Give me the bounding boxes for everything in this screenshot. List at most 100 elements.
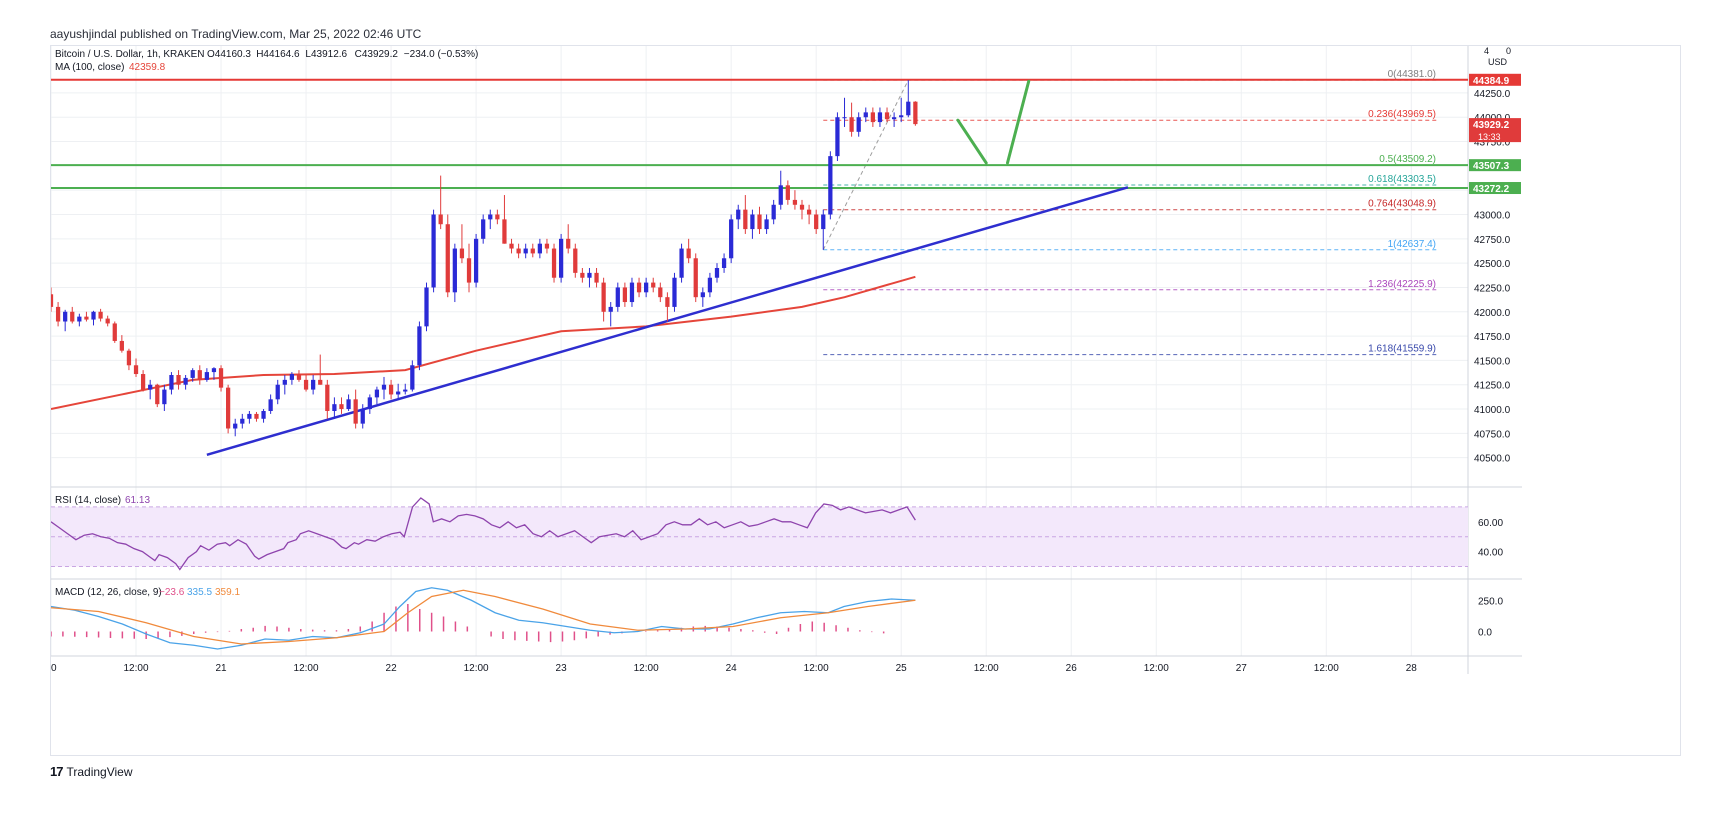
- candle-body: [240, 418, 245, 424]
- candle-body: [686, 248, 691, 259]
- candle: [424, 282, 429, 332]
- candle-body: [488, 214, 493, 220]
- time-tick-label: 12:00: [804, 663, 829, 674]
- candle: [218, 365, 224, 392]
- time-tick-label: 12:00: [464, 663, 489, 674]
- candle: [346, 394, 351, 411]
- candle: [587, 268, 592, 288]
- fib-level-label: 0(44381.0): [1388, 69, 1436, 80]
- candle: [891, 112, 897, 127]
- candle: [622, 282, 628, 307]
- candle-body: [700, 292, 705, 298]
- candle: [707, 272, 713, 298]
- time-tick-label: 23: [556, 663, 568, 674]
- candle: [792, 190, 798, 210]
- candle: [750, 209, 755, 239]
- candle: [84, 311, 89, 322]
- candle-body: [51, 294, 54, 307]
- price-tick-label: 43750.0: [1474, 138, 1511, 149]
- candle-body: [587, 272, 592, 278]
- candle: [311, 375, 316, 395]
- candle-body: [509, 243, 514, 249]
- candle-body: [417, 326, 422, 366]
- candle: [211, 367, 217, 380]
- candle-body: [594, 272, 599, 283]
- candle: [828, 151, 833, 220]
- candle: [693, 253, 698, 303]
- candle: [672, 272, 677, 312]
- candle: [906, 80, 911, 118]
- candle-body: [658, 287, 663, 298]
- candle-body: [523, 248, 528, 254]
- candle: [651, 277, 656, 293]
- candle-body: [63, 311, 68, 322]
- candle: [899, 97, 904, 123]
- candle: [743, 195, 748, 234]
- candle: [225, 384, 231, 434]
- publisher-line: aayushjindal published on TradingView.co…: [50, 27, 422, 41]
- candle: [558, 233, 564, 283]
- candle-body: [764, 219, 769, 230]
- candle-body: [289, 374, 295, 380]
- price-tick-label: 41500.0: [1474, 356, 1511, 367]
- candle-body: [140, 374, 146, 390]
- price-tick-label: 42000.0: [1474, 308, 1511, 319]
- candle-body: [856, 117, 861, 132]
- candle-body: [913, 101, 918, 125]
- candle: [644, 277, 649, 298]
- candle-body: [218, 368, 224, 388]
- ohlc-value: L43912.6: [305, 49, 347, 60]
- candle-body: [551, 248, 557, 278]
- candle: [190, 368, 195, 382]
- candle: [247, 410, 252, 424]
- candle: [98, 308, 103, 322]
- candle-body: [332, 404, 337, 411]
- candle-body: [707, 277, 713, 293]
- candle-body: [608, 306, 613, 312]
- candle-body: [204, 372, 209, 380]
- forecast-arrow-up: [1005, 79, 1031, 165]
- support-price-tag: 43272.2: [1473, 184, 1510, 195]
- candle-body: [126, 350, 132, 366]
- fib-level-label: 0.618(43303.5): [1368, 174, 1436, 185]
- candle-body: [814, 214, 819, 230]
- candle-body: [403, 389, 408, 392]
- candle-body: [828, 156, 833, 215]
- candle-body: [438, 214, 443, 225]
- time-tick-label: 20: [51, 663, 57, 674]
- candle-body: [644, 282, 649, 293]
- candle: [863, 107, 868, 123]
- rsi-line: [51, 497, 916, 571]
- forecast-arrows: [956, 79, 1031, 165]
- candle: [629, 277, 635, 307]
- candle: [183, 375, 188, 390]
- candle-body: [821, 214, 826, 230]
- candle-body: [799, 204, 805, 210]
- price-tick-label: 44250.0: [1474, 89, 1511, 100]
- candle-body: [55, 306, 61, 322]
- price-tick-label: 42750.0: [1474, 235, 1511, 246]
- candle-body: [112, 323, 117, 341]
- candle-body: [601, 282, 606, 312]
- candle: [806, 204, 812, 225]
- candle: [133, 358, 139, 377]
- candle-body: [91, 311, 96, 320]
- candle: [459, 224, 465, 264]
- candle-body: [105, 318, 110, 324]
- chart-frame[interactable]: 0(44381.0) 0.236(43969.5) 0.5(43509.2) 0.61…: [50, 45, 1681, 756]
- candle-body: [729, 219, 734, 259]
- candle: [495, 209, 500, 225]
- footer-logo[interactable]: 17 TradingView: [50, 764, 133, 779]
- candle: [204, 368, 209, 382]
- candle: [601, 277, 606, 322]
- chart-svg: 0(44381.0) 0.236(43969.5) 0.5(43509.2) 0.61…: [51, 46, 1522, 674]
- candle: [665, 292, 670, 322]
- tradingview-logo-icon: 17: [50, 764, 64, 779]
- candle: [254, 411, 259, 422]
- time-tick-label: 28: [1406, 663, 1418, 674]
- price-tick-label: 43000.0: [1474, 211, 1511, 222]
- candle: [51, 287, 54, 312]
- candle: [268, 394, 273, 414]
- candle: [870, 107, 875, 127]
- macd-tick-label: 0.0: [1478, 628, 1492, 639]
